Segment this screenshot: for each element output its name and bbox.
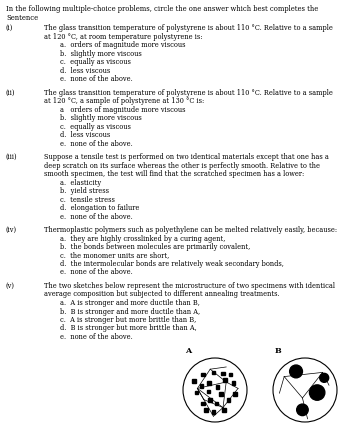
Bar — [229, 373, 232, 376]
Text: In the following multiple-choice problems, circle the one answer which best comp: In the following multiple-choice problem… — [6, 5, 318, 13]
Bar — [227, 398, 230, 402]
Circle shape — [309, 385, 325, 400]
Text: a.  orders of magnitude more viscous: a. orders of magnitude more viscous — [60, 41, 186, 49]
Text: Sentence: Sentence — [6, 14, 38, 21]
Bar — [219, 392, 223, 395]
Bar — [204, 408, 208, 412]
Text: d.  elongation to failure: d. elongation to failure — [60, 204, 139, 212]
Text: d.  B is stronger but more brittle than A,: d. B is stronger but more brittle than A… — [60, 324, 197, 333]
Text: (iii): (iii) — [6, 153, 18, 161]
Bar — [222, 408, 226, 412]
Bar — [201, 402, 205, 405]
Text: Thermoplastic polymers such as polyethylene can be melted relatively easily, bec: Thermoplastic polymers such as polyethyl… — [44, 226, 337, 234]
Text: e.  none of the above.: e. none of the above. — [60, 333, 133, 341]
Text: a   orders of magnitude more viscous: a orders of magnitude more viscous — [60, 105, 186, 113]
Text: e.  none of the above.: e. none of the above. — [60, 268, 133, 276]
Text: a.  elasticity: a. elasticity — [60, 178, 101, 187]
Bar — [201, 373, 205, 376]
Text: The glass transition temperature of polystyrene is about 110 °C. Relative to a s: The glass transition temperature of poly… — [44, 89, 333, 96]
Text: a.  A is stronger and more ductile than B,: a. A is stronger and more ductile than B… — [60, 299, 200, 307]
Text: The glass transition temperature of polystyrene is about 110 °C. Relative to a s: The glass transition temperature of poly… — [44, 24, 333, 32]
Text: The two sketches below represent the microstructure of two specimens with identi: The two sketches below represent the mic… — [44, 282, 335, 290]
Bar — [207, 390, 210, 393]
Text: a.  they are highly crosslinked by a curing agent,: a. they are highly crosslinked by a curi… — [60, 235, 225, 243]
Text: b.  yield stress: b. yield stress — [60, 187, 109, 195]
Text: (iv): (iv) — [6, 226, 17, 234]
Text: e.  none of the above.: e. none of the above. — [60, 75, 133, 83]
Bar — [224, 378, 227, 381]
Text: (v): (v) — [6, 282, 15, 290]
Text: at 120 °C, at room temperature polystyrene is:: at 120 °C, at room temperature polystyre… — [44, 33, 203, 41]
Bar — [193, 379, 196, 383]
Text: b.  slightly more viscous: b. slightly more viscous — [60, 114, 142, 122]
Text: deep scratch on its surface whereas the other is perfectly smooth. Relative to t: deep scratch on its surface whereas the … — [44, 161, 320, 169]
Text: e.  none of the above.: e. none of the above. — [60, 212, 133, 220]
Text: A: A — [185, 347, 191, 355]
Bar — [233, 392, 237, 395]
Bar — [209, 398, 212, 402]
Text: Suppose a tensile test is performed on two identical materials except that one h: Suppose a tensile test is performed on t… — [44, 153, 329, 161]
Bar — [212, 410, 215, 413]
Circle shape — [290, 365, 302, 378]
Circle shape — [320, 373, 329, 382]
Bar — [195, 391, 198, 394]
Text: c.  A is stronger but more brittle than B,: c. A is stronger but more brittle than B… — [60, 316, 196, 324]
Text: d.  the intermolecular bonds are relatively weak secondary bonds,: d. the intermolecular bonds are relative… — [60, 260, 284, 268]
Bar — [208, 381, 211, 385]
Bar — [215, 402, 218, 405]
Text: c.  tensile stress: c. tensile stress — [60, 196, 115, 203]
Bar — [221, 372, 225, 375]
Text: (ii): (ii) — [6, 89, 15, 96]
Bar — [232, 381, 235, 385]
Text: at 120 °C, a sample of polystyrene at 130 °C is:: at 120 °C, a sample of polystyrene at 13… — [44, 97, 204, 105]
Text: b.  the bonds between molecules are primarily covalent,: b. the bonds between molecules are prima… — [60, 243, 250, 251]
Text: average composition but subjected to different annealing treatments.: average composition but subjected to dif… — [44, 291, 280, 298]
Text: b.  slightly more viscous: b. slightly more viscous — [60, 50, 142, 57]
Text: B: B — [275, 347, 282, 355]
Bar — [200, 384, 203, 388]
Bar — [216, 385, 219, 389]
Text: (i): (i) — [6, 24, 13, 32]
Bar — [212, 371, 215, 374]
Text: smooth specimen, the test will find that the scratched specimen has a lower:: smooth specimen, the test will find that… — [44, 170, 304, 178]
Text: c.  equally as viscous: c. equally as viscous — [60, 58, 131, 66]
Text: e.  none of the above.: e. none of the above. — [60, 140, 133, 148]
Text: d.  less viscous: d. less viscous — [60, 66, 110, 74]
Text: b.  B is stronger and more ductile than A,: b. B is stronger and more ductile than A… — [60, 307, 200, 315]
Text: c.  the monomer units are short,: c. the monomer units are short, — [60, 252, 169, 259]
Text: c.  equally as viscous: c. equally as viscous — [60, 122, 131, 131]
Circle shape — [297, 404, 308, 416]
Text: d.  less viscous: d. less viscous — [60, 131, 110, 139]
